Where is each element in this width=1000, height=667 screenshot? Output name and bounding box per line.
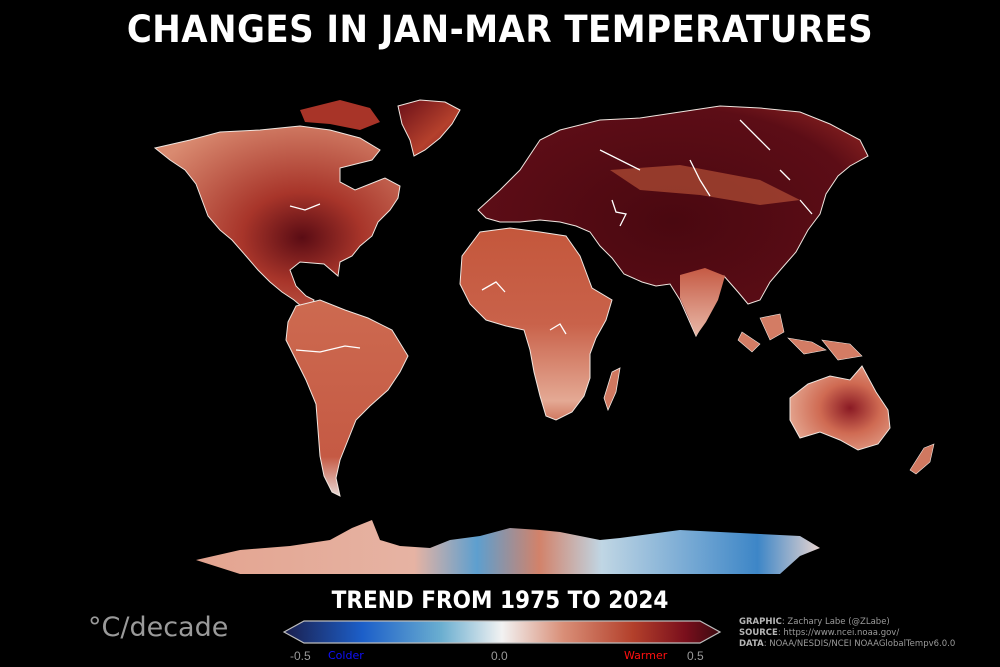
colorbar-warmer-label: Warmer (624, 649, 668, 662)
colorbar-max-label: 0.5 (687, 649, 704, 663)
new-zealand (909, 443, 935, 475)
temperature-trend-map (153, 99, 935, 574)
colorbar-colder-label: Colder (328, 649, 364, 662)
continent-eurasia (477, 105, 869, 338)
madagascar (603, 367, 621, 412)
maritime-southeast-asia (737, 313, 863, 361)
greenland (397, 99, 461, 157)
continent-north-america (153, 100, 401, 313)
continent-australia (789, 365, 891, 451)
credit-graphic: GRAPHIC: Zachary Labe (@ZLabe) (739, 617, 890, 627)
credits: GRAPHIC: Zachary Labe (@ZLabe) SOURCE: h… (739, 617, 955, 650)
colorbar (282, 620, 722, 644)
trend-subtitle: TREND FROM 1975 TO 2024 (331, 586, 669, 614)
colorbar-min-label: -0.5 (290, 649, 311, 663)
credit-data: DATA: NOAA/NESDIS/NCEI NOAAGlobalTempv6.… (739, 639, 956, 649)
continent-africa (459, 227, 613, 421)
page-title: CHANGES IN JAN-MAR TEMPERATURES (126, 8, 874, 51)
continent-antarctica (196, 520, 820, 574)
credit-source: SOURCE: https://www.ncei.noaa.gov/ (739, 628, 900, 638)
river-lake-outlines (289, 119, 813, 353)
continent-south-america (285, 299, 409, 497)
colorbar-mid-label: 0.0 (491, 649, 508, 663)
colorbar-units-label: °C/decade (88, 612, 229, 643)
